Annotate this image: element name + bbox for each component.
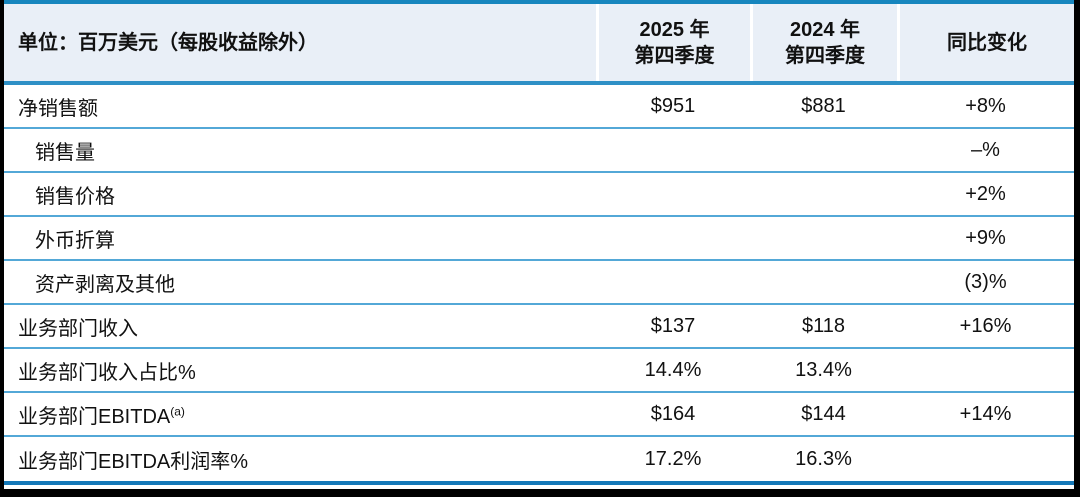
row-label-footnote: (a) — [170, 403, 185, 418]
row-label: 业务部门EBITDA利润率% — [4, 445, 596, 474]
row-label-text: 业务部门收入占比% — [18, 361, 196, 384]
cell-2024-q4-value: $118 — [801, 314, 845, 337]
row-label-text: 业务部门EBITDA — [18, 405, 171, 428]
row-label-text: 销售量 — [35, 141, 95, 164]
row-label-text: 净销售额 — [18, 97, 98, 120]
header-2024-line2: 第四季度 — [785, 44, 865, 67]
cell-2024-q4-value: $144 — [801, 402, 846, 425]
table-row: 销售量 –% — [4, 129, 1074, 173]
header-col-2025-q4: 2025 年 第四季度 — [596, 4, 750, 81]
row-label: 业务部门EBITDA(a) — [4, 400, 596, 429]
table-row: 净销售额 $951 $881 +8% — [4, 85, 1074, 129]
row-label: 净销售额 — [4, 92, 596, 121]
table-header-row: 单位：百万美元（每股收益除外） 2025 年 第四季度 2024 年 第四季度 … — [4, 4, 1074, 85]
header-col-yoy-change: 同比变化 — [897, 4, 1074, 81]
row-label-text: 销售价格 — [35, 185, 115, 208]
cell-yoy-change-value: +9% — [965, 226, 1006, 249]
cell-2025-q4-value: $951 — [650, 94, 696, 117]
cell-2025-q4-value: $164 — [650, 402, 696, 425]
header-2024-line1: 2024 年 — [789, 18, 861, 41]
header-unit-label: 单位：百万美元（每股收益除外） — [4, 4, 596, 81]
cell-2024-q4-value: $881 — [801, 94, 846, 117]
header-2025-line2: 第四季度 — [634, 44, 715, 67]
table-row: 业务部门收入 $137 $118 +16% — [4, 305, 1074, 349]
financial-results-table: 单位：百万美元（每股收益除外） 2025 年 第四季度 2024 年 第四季度 … — [4, 0, 1074, 489]
header-col-2024-q4: 2024 年 第四季度 — [750, 4, 897, 81]
cell-2025-q4-value: 14.4% — [644, 358, 702, 381]
row-label-text: 业务部门收入 — [18, 317, 138, 340]
row-label: 销售价格 — [4, 180, 596, 209]
table-top-border — [4, 0, 1074, 4]
unit-label-text: 单位：百万美元（每股收益除外） — [18, 31, 318, 54]
table-row: 资产剥离及其他 (3)% — [4, 261, 1074, 305]
header-change-label: 同比变化 — [947, 31, 1027, 54]
table-row: 业务部门EBITDA利润率% 17.2% 16.3% — [4, 437, 1074, 481]
row-label: 销售量 — [4, 136, 596, 165]
table-row: 业务部门EBITDA(a) $164 $144 +14% — [4, 393, 1074, 437]
table-body: 净销售额 $951 $881 +8% 销售量 –% 销售价格 +2% 外币折算 … — [4, 85, 1074, 481]
cell-yoy-change-value: +14% — [959, 402, 1012, 425]
table-row: 业务部门收入占比% 14.4% 13.4% — [4, 349, 1074, 393]
cell-yoy-change-value: +8% — [965, 94, 1006, 117]
header-2025-line1: 2025 年 — [639, 18, 710, 41]
cell-2024-q4-value: 13.4% — [795, 358, 852, 381]
row-label: 业务部门收入占比% — [4, 356, 596, 385]
cell-2024-q4-value: 16.3% — [795, 447, 852, 470]
row-label-text: 外币折算 — [35, 229, 115, 252]
row-label: 业务部门收入 — [4, 312, 596, 341]
cell-yoy-change-value: –% — [971, 138, 1000, 161]
row-label-text: 资产剥离及其他 — [35, 273, 175, 296]
cell-2025-q4-value: 17.2% — [644, 447, 702, 470]
table-row: 外币折算 +9% — [4, 217, 1074, 261]
cell-yoy-change-value: +16% — [959, 314, 1012, 337]
cell-yoy-change-value: +2% — [965, 182, 1006, 205]
cell-yoy-change-value: (3)% — [964, 270, 1007, 293]
table-row: 销售价格 +2% — [4, 173, 1074, 217]
row-label: 资产剥离及其他 — [4, 268, 596, 297]
row-label-text: 业务部门EBITDA利润率% — [18, 450, 249, 473]
table-bottom-border — [4, 481, 1074, 485]
row-label: 外币折算 — [4, 224, 596, 253]
cell-2025-q4-value: $137 — [650, 314, 696, 337]
